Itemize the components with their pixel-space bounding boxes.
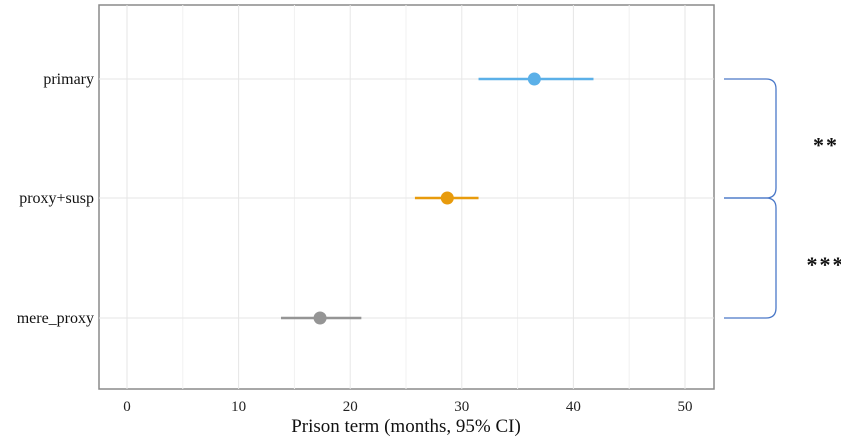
significance-bracket [724,198,776,318]
x-tick-label: 10 [231,399,246,415]
x-tick-label: 0 [123,399,131,415]
y-category-label: primary [43,71,94,88]
point-estimate [528,73,541,86]
significance-bracket [724,79,776,198]
point-estimate [441,192,454,205]
x-tick-label: 20 [343,399,358,415]
point-estimate [314,312,327,325]
y-category-label: proxy+susp [19,190,94,207]
y-axis-categories: primary proxy+susp mere_proxy [17,71,94,327]
x-axis-title: Prison term (months, 95% CI) [291,416,521,437]
significance-label: *** [807,252,841,277]
x-tick-label: 50 [678,399,693,415]
y-category-label: mere_proxy [17,310,94,327]
x-tick-label: 30 [454,399,469,415]
significance-label: ** [813,133,839,158]
x-tick-label: 40 [566,399,581,415]
x-axis-ticks: 0 10 20 30 40 50 [123,399,692,415]
significance-brackets: ***** [724,79,841,318]
